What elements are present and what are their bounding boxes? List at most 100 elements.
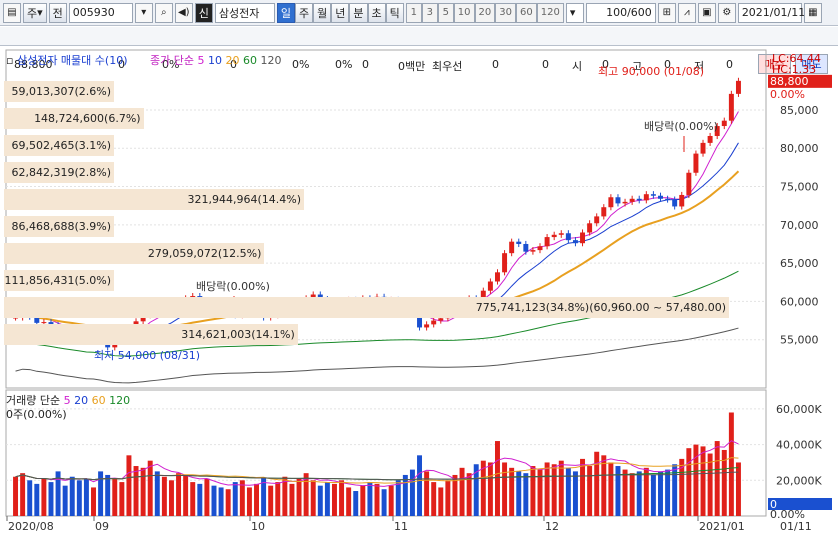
volume-bar xyxy=(69,476,75,516)
volume-bar xyxy=(246,487,252,516)
interval-tab-5[interactable]: 5 xyxy=(437,2,454,23)
period-tab-6[interactable]: 틱 xyxy=(385,2,404,23)
interval-tab-30[interactable]: 30 xyxy=(495,2,516,23)
volume-bar xyxy=(544,462,550,516)
candle-body xyxy=(438,318,444,321)
vol-ma-period-20: 20 xyxy=(74,394,92,407)
period-tab-4[interactable]: 분 xyxy=(349,2,368,23)
candle-body xyxy=(41,322,47,324)
volume-bar xyxy=(707,453,713,516)
volume-bar xyxy=(289,483,295,516)
candle-body xyxy=(34,316,40,323)
period-type-select[interactable]: 전 xyxy=(48,2,67,23)
volume-bar xyxy=(643,467,649,516)
chart-icon[interactable]: ⩘ xyxy=(677,2,696,23)
info-go: 0 xyxy=(664,58,671,71)
volume-profile-bar: 321,944,964(14.4%) xyxy=(4,189,304,210)
chart-area[interactable]: 85,000 80,000 75,000 70,000 65,000 60,000 55,0… xyxy=(0,48,838,538)
candle-body xyxy=(728,93,734,121)
x-axis-label: 10 xyxy=(251,520,265,533)
ma-period-120: 120 xyxy=(260,54,282,67)
period-tab-2[interactable]: 월 xyxy=(313,2,332,23)
info-si-label: 시 xyxy=(572,60,583,73)
info-bar: 88,800 0 0% 0 0% 0 0% 0백만 최우선 0 0 시 0 고 … xyxy=(0,27,838,74)
volume-bar xyxy=(346,487,352,516)
interval-tabs: 1 3 5 10 20 30 60 120 xyxy=(405,2,564,23)
volume-bar xyxy=(133,466,139,516)
calendar-icon[interactable]: ▦ xyxy=(803,2,822,23)
high-annotation: 최고 90,000 (01/08) xyxy=(598,65,704,78)
speaker-icon[interactable]: ◀) xyxy=(174,2,193,23)
period-tab-1[interactable]: 주 xyxy=(295,2,314,23)
candle-body xyxy=(700,142,706,154)
interval-tab-120[interactable]: 120 xyxy=(536,2,564,23)
volume-bar xyxy=(466,473,472,516)
volume-bar xyxy=(495,441,500,516)
info-amount: 0백만 xyxy=(398,60,426,73)
volume-bar xyxy=(41,478,47,516)
ma-period-10: 10 xyxy=(207,54,226,67)
interval-tab-10[interactable]: 10 xyxy=(453,2,475,23)
vol-label: 거래량 단순 xyxy=(6,394,61,407)
legend-lc: LC:64.44 xyxy=(772,52,822,65)
current-price-box xyxy=(768,74,832,88)
period-tab-0[interactable]: 일 xyxy=(276,2,296,23)
interval-tab-1[interactable]: 1 xyxy=(405,2,422,23)
price-tick-label: 65,000 xyxy=(780,257,819,270)
volume-bar xyxy=(310,480,316,516)
volume-bar xyxy=(636,471,642,516)
date-input[interactable]: 2021/01/11 xyxy=(737,2,805,23)
market-value: 주 xyxy=(27,6,38,20)
candle-body xyxy=(658,195,663,199)
interval-dropdown[interactable]: ▾ xyxy=(565,2,584,23)
volume-bar xyxy=(629,473,635,516)
volume-bar xyxy=(282,476,288,516)
menu-icon[interactable]: ▤ xyxy=(3,2,21,23)
candle-body xyxy=(551,234,557,238)
info-v2: 0 xyxy=(230,58,237,71)
volume-bar xyxy=(381,489,387,516)
dropdown-icon[interactable]: ▾ xyxy=(134,2,153,23)
period-tab-3[interactable]: 년 xyxy=(331,2,350,23)
price-tick-label: 55,000 xyxy=(780,334,819,347)
period-tab-5[interactable]: 초 xyxy=(367,2,386,23)
candle-body xyxy=(693,153,699,173)
current-pct-label: 0.00% xyxy=(770,88,805,101)
current-volume-box xyxy=(768,498,832,510)
dividend-annotation-1: 배당락(0.00%) xyxy=(196,280,270,293)
price-tick-label: 80,000 xyxy=(780,142,819,155)
volume-bar xyxy=(409,469,415,516)
low-annotation: 최저 54,000 (08/31) xyxy=(94,349,200,362)
volume-bar xyxy=(530,466,536,516)
volume-bar xyxy=(112,478,118,516)
current-volume-label: 0 xyxy=(770,498,777,511)
interval-tab-20[interactable]: 20 xyxy=(474,2,496,23)
search-icon[interactable]: ⌕ xyxy=(154,2,173,23)
candle-body xyxy=(615,197,621,204)
volume-bar xyxy=(176,473,182,516)
volume-bar xyxy=(594,451,600,516)
x-axis-label: 11 xyxy=(394,520,408,533)
volume-profile-bar: 62,842,319(2.8%) xyxy=(4,162,114,183)
volume-bar xyxy=(303,473,309,516)
info-si: 0 xyxy=(602,58,609,71)
volume-bar xyxy=(452,474,458,516)
candle-body xyxy=(735,80,741,94)
settings-icon[interactable]: ⚙ xyxy=(717,2,736,23)
volume-bar xyxy=(714,441,720,516)
code-input[interactable]: 005930 xyxy=(68,2,133,23)
sell-button[interactable]: 매도 xyxy=(795,54,828,74)
info-jeo-label: 저 xyxy=(694,60,705,73)
interval-tab-3[interactable]: 3 xyxy=(421,2,438,23)
candle-body xyxy=(587,223,593,233)
price-tick-label: 60,000 xyxy=(780,295,819,308)
save-icon[interactable]: ▣ xyxy=(697,2,716,23)
count-input[interactable]: 100/600 xyxy=(585,2,656,23)
grid-icon[interactable]: ⊞ xyxy=(657,2,676,23)
volume-bar xyxy=(445,480,451,516)
volume-bar xyxy=(388,485,394,516)
market-select[interactable]: 주 ▾ xyxy=(23,2,47,23)
volume-bar xyxy=(27,480,33,516)
candle-body xyxy=(424,324,430,328)
interval-tab-60[interactable]: 60 xyxy=(515,2,537,23)
